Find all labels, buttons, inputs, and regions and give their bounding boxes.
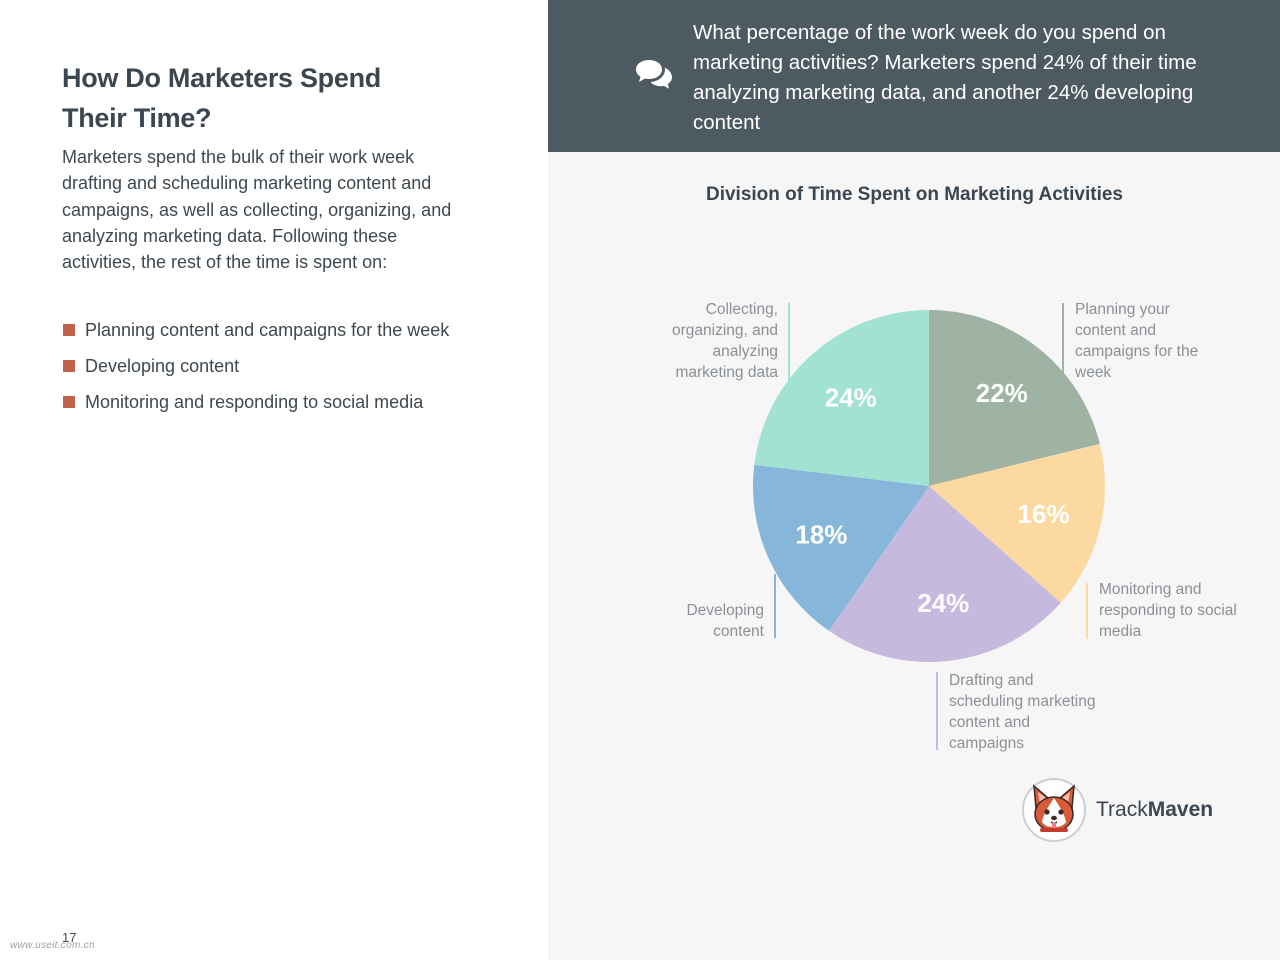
- speech-bubbles-icon: [636, 60, 672, 89]
- leader-line-developing: [774, 574, 776, 638]
- bullet-square-icon: [63, 360, 75, 372]
- left-panel: How Do Marketers Spend Their Time? Marke…: [0, 0, 548, 960]
- slice-label-planning: Planning your content and campaigns for …: [1075, 301, 1199, 381]
- leader-line-monitoring: [1086, 583, 1088, 639]
- right-panel: What percentage of the work week do you …: [548, 0, 1280, 960]
- list-item: Planning content and campaigns for the w…: [62, 318, 482, 342]
- brand-logo: TrackMaven: [1022, 778, 1242, 844]
- pie-slice-monitoring: [929, 443, 1105, 603]
- bullet-square-icon: [63, 396, 75, 408]
- slice-label-monitoring: Monitoring and responding to social medi…: [1099, 581, 1237, 640]
- bullet-square-icon: [63, 324, 75, 336]
- slice-value-collecting: 24%: [825, 383, 877, 413]
- banner-text: What percentage of the work week do you …: [693, 21, 1197, 134]
- slice-value-planning: 22%: [976, 378, 1028, 408]
- pie-slice-drafting: [829, 486, 1061, 662]
- list-item: Monitoring and responding to social medi…: [62, 390, 482, 414]
- pie-slice-planning: [929, 310, 1100, 486]
- list-item: Developing content: [62, 354, 482, 378]
- slice-value-drafting: 24%: [917, 588, 969, 618]
- brand-name: TrackMaven: [1096, 798, 1214, 821]
- slice-label-developing: Developing content: [686, 602, 764, 640]
- leader-line-collecting: [788, 303, 790, 381]
- page-number: 17: [62, 930, 77, 945]
- watermark: www.useit.com.cn: [10, 940, 95, 951]
- intro-paragraph: Marketers spend the bulk of their work w…: [62, 147, 452, 273]
- slice-value-monitoring: 16%: [1018, 499, 1070, 529]
- corgi-mascot-icon: [1022, 778, 1086, 842]
- leader-line-drafting: [936, 672, 938, 750]
- activity-list: Planning content and campaigns for the w…: [62, 318, 482, 426]
- quote-banner: What percentage of the work week do you …: [548, 0, 1280, 152]
- pie-slice-developing: [753, 464, 929, 631]
- slice-label-collecting: Collecting, organizing, and analyzing ma…: [672, 301, 778, 381]
- leader-line-planning: [1062, 303, 1064, 381]
- slice-value-developing: 18%: [795, 519, 847, 549]
- page-heading: How Do Marketers Spend Their Time?: [62, 63, 381, 133]
- slice-label-drafting: Drafting and scheduling marketing conten…: [949, 672, 1096, 752]
- pie-slice-collecting: [754, 310, 929, 486]
- pie-chart: 22% 16% 24% 18% 24%: [753, 310, 1105, 662]
- chart-title: Division of Time Spent on Marketing Acti…: [705, 184, 1124, 205]
